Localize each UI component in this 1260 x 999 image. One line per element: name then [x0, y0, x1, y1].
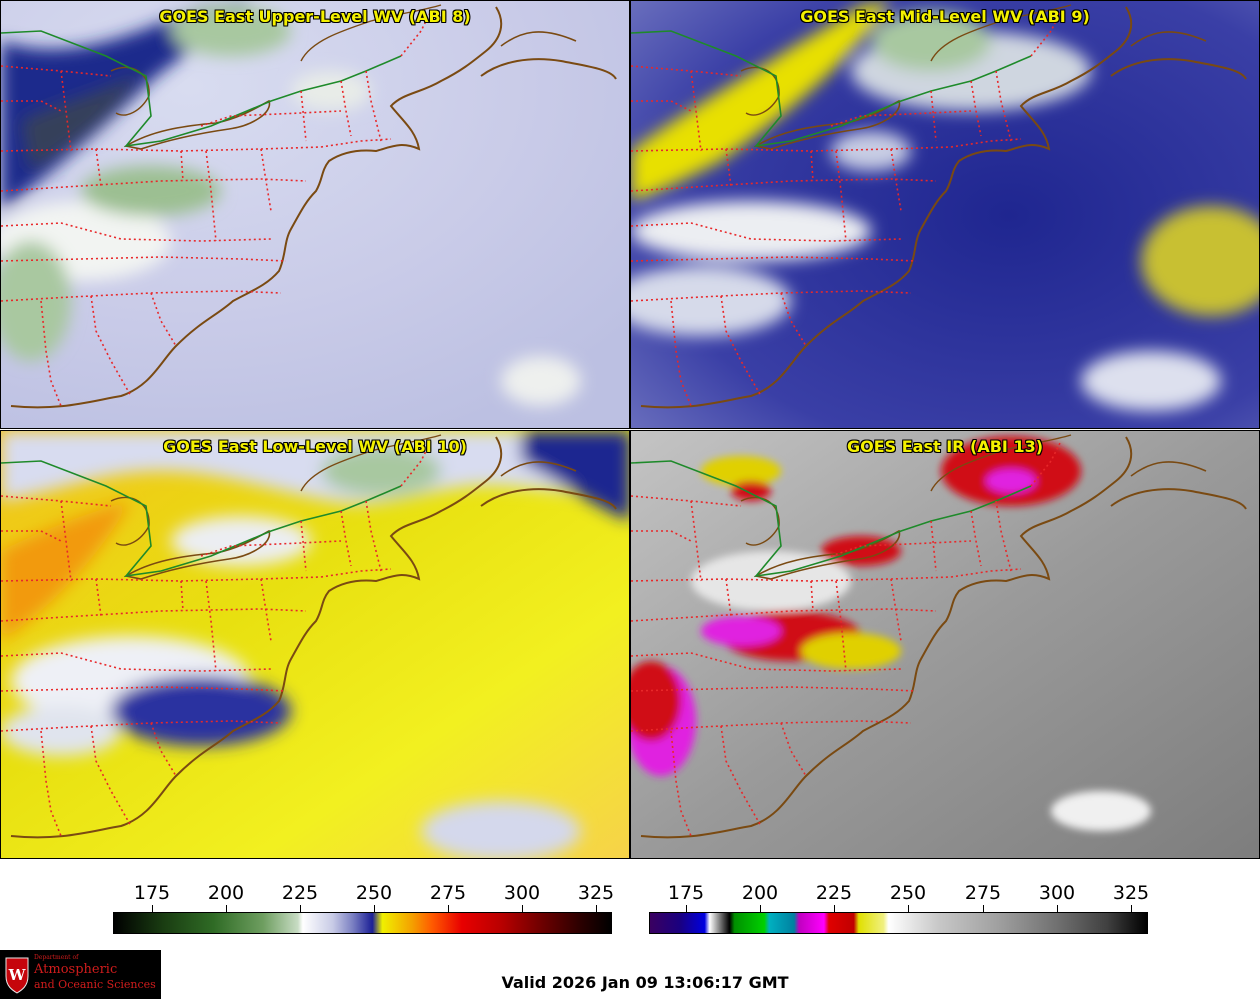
colorbar-tick-label: 275	[429, 882, 467, 904]
colorbar-tick	[1131, 905, 1132, 912]
logo-line: and Oceanic Sciences	[34, 978, 156, 991]
colorbar-tick	[983, 905, 984, 912]
colorbar-tick-label: 250	[889, 882, 927, 904]
colorbar-tick-label: 300	[1038, 882, 1076, 904]
colorbar-tick-label: 175	[133, 882, 171, 904]
colorbar-tick	[760, 905, 761, 912]
low-level-wv-panel: GOES East Low-Level WV (ABI 10)	[0, 430, 630, 859]
ir-panel: GOES East IR (ABI 13)	[630, 430, 1260, 859]
colorbar-tick-label: 200	[741, 882, 779, 904]
ir-colorbar	[649, 912, 1148, 934]
colorbar-tick	[448, 905, 449, 912]
colorbar-tick	[834, 905, 835, 912]
colorbar-tick-label: 325	[577, 882, 615, 904]
panel-title: GOES East IR (ABI 13)	[846, 437, 1044, 456]
logo-line: Department of	[34, 954, 79, 961]
colorbar-tick	[226, 905, 227, 912]
mid-level-wv-image	[631, 1, 1259, 428]
colorbar-tick	[908, 905, 909, 912]
colorbar-tick	[1057, 905, 1058, 912]
mid-level-wv-panel: GOES East Mid-Level WV (ABI 9)	[630, 0, 1260, 429]
colorbar-tick-label: 225	[281, 882, 319, 904]
shield-letter: W	[8, 966, 27, 984]
panel-title: GOES East Mid-Level WV (ABI 9)	[800, 7, 1090, 26]
uw-shield-icon: W	[5, 957, 29, 994]
upper-level-wv-panel: GOES East Upper-Level WV (ABI 8)	[0, 0, 630, 429]
colorbar-tick	[152, 905, 153, 912]
colorbar-tick-label: 225	[815, 882, 853, 904]
panel-title: GOES East Low-Level WV (ABI 10)	[163, 437, 467, 456]
ir-image	[631, 431, 1259, 858]
wv-colorbar	[113, 912, 612, 934]
colorbar-tick-label: 275	[964, 882, 1002, 904]
colorbar-tick-label: 200	[207, 882, 245, 904]
colorbar-tick	[686, 905, 687, 912]
colorbar-tick	[522, 905, 523, 912]
panel-title: GOES East Upper-Level WV (ABI 8)	[159, 7, 471, 26]
colorbar-tick	[300, 905, 301, 912]
colorbar-tick-label: 300	[503, 882, 541, 904]
logo-line: Atmospheric	[34, 962, 118, 977]
colorbar-tick	[596, 905, 597, 912]
upper-level-wv-image	[1, 1, 629, 428]
aos-logo: W Department of Atmospheric and Oceanic …	[0, 950, 161, 999]
colorbar-tick	[374, 905, 375, 912]
valid-time: Valid 2026 Jan 09 13:06:17 GMT	[501, 973, 789, 992]
low-level-wv-image	[1, 431, 629, 858]
colorbar-tick-label: 175	[667, 882, 705, 904]
colorbar-tick-label: 325	[1112, 882, 1150, 904]
colorbar-tick-label: 250	[355, 882, 393, 904]
